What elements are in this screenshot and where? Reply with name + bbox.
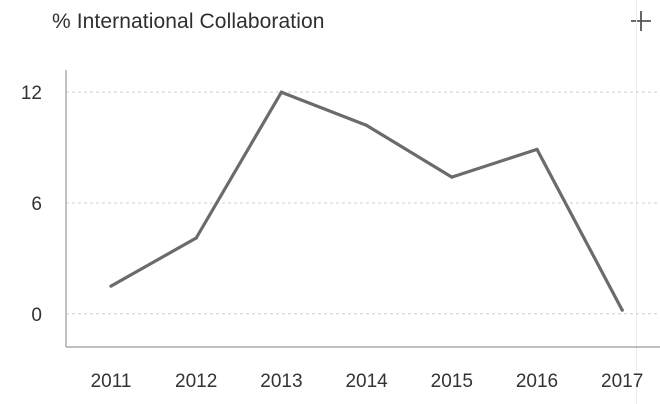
chart-title: % International Collaboration: [52, 10, 325, 33]
axis-layer: [65, 70, 660, 348]
x-tick-label: 2017: [601, 371, 643, 392]
grid-layer: [66, 91, 660, 315]
add-button[interactable]: [626, 6, 656, 36]
series-layer: [109, 90, 624, 312]
data-point: [535, 147, 539, 152]
data-point: [194, 236, 198, 240]
label-layer: 0 6 12 2011 2012 2013 2014 2015 2016 2017: [21, 83, 643, 392]
y-tick-label: 0: [31, 305, 42, 326]
y-tick-label: 12: [21, 83, 42, 104]
panel-edge: [636, 0, 637, 404]
plus-icon: [631, 11, 651, 31]
data-point: [620, 308, 624, 312]
x-tick-label: 2012: [175, 371, 217, 392]
data-point: [450, 175, 454, 179]
data-point: [279, 90, 283, 94]
y-tick-label: 6: [31, 194, 42, 215]
x-tick-label: 2013: [260, 371, 302, 392]
x-tick-label: 2015: [431, 371, 473, 392]
x-tick-label: 2014: [345, 371, 388, 392]
x-tick-label: 2016: [516, 371, 558, 392]
data-point: [109, 284, 113, 288]
x-tick-label: 2011: [91, 371, 132, 392]
data-point: [365, 123, 369, 127]
